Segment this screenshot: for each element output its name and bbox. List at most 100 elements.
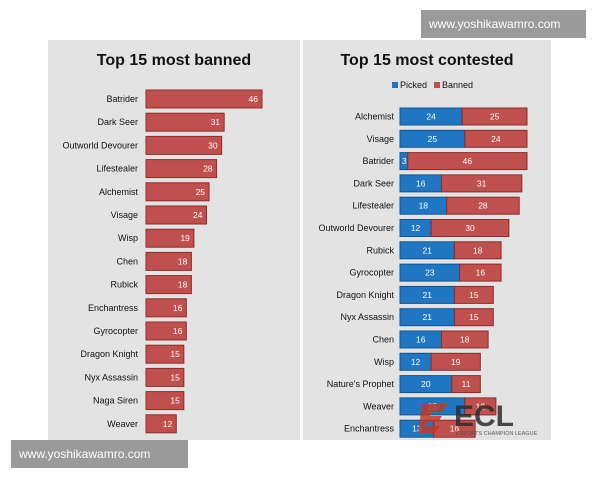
category-label: Gyrocopter [349, 268, 394, 278]
data-label-banned: 19 [451, 357, 461, 367]
data-label: 25 [196, 187, 206, 197]
data-label-picked: 12 [411, 223, 421, 233]
data-label-banned: 15 [469, 312, 479, 322]
data-label-banned: 30 [465, 223, 475, 233]
category-label: Chen [372, 335, 394, 345]
bar-banned [145, 275, 192, 295]
bar-banned [453, 308, 494, 327]
ecl-logo: ECL ESPORTS CHAMPION LEAGUE [418, 400, 538, 437]
data-label: 30 [208, 140, 218, 150]
category-label: Nyx Assassin [84, 372, 138, 382]
bar-banned [145, 321, 187, 341]
bar-banned [407, 152, 528, 171]
most-banned-panel: Top 15 most banned Batrider 46 Dark Seer 31… [48, 40, 300, 440]
data-label-picked: 16 [416, 178, 426, 188]
data-label-picked: 21 [422, 312, 432, 322]
bar-banned [145, 89, 263, 109]
category-label: Gyrocopter [93, 326, 138, 336]
data-label: 16 [173, 303, 183, 313]
category-label: Dragon Knight [80, 349, 138, 359]
data-label-banned: 16 [450, 424, 460, 434]
legend-label-banned: Banned [442, 80, 473, 90]
data-label-banned: 28 [478, 201, 488, 211]
data-label-picked: 21 [422, 245, 432, 255]
data-label: 19 [180, 233, 190, 243]
category-label: Dark Seer [353, 178, 394, 188]
data-label: 16 [173, 326, 183, 336]
data-label-picked: 20 [421, 379, 431, 389]
data-label-banned: 46 [463, 156, 473, 166]
bar-banned [430, 219, 510, 237]
bar-banned [459, 263, 502, 282]
chart-title: Top 15 most banned [96, 52, 252, 69]
data-label: 46 [249, 94, 259, 104]
logo-subtitle: ESPORTS CHAMPION LEAGUE [456, 431, 538, 437]
bar-banned [145, 251, 192, 271]
data-label: 24 [193, 210, 203, 220]
most-contested-panel: Top 15 most contested Picked Banned Alchem… [303, 40, 551, 440]
data-label-banned: 15 [469, 290, 479, 300]
data-label: 15 [170, 396, 180, 406]
bar-banned [453, 241, 502, 260]
bar-banned [145, 135, 223, 155]
bar-banned [145, 344, 185, 364]
data-label: 31 [211, 117, 221, 127]
data-label: 18 [178, 256, 188, 266]
bar-banned [464, 129, 528, 148]
watermark-top: www.yoshikawamro.com [421, 10, 586, 38]
data-label-picked: 13 [412, 424, 422, 434]
data-label: 12 [163, 419, 173, 429]
category-label: Dragon Knight [336, 290, 394, 300]
category-label: Chen [116, 256, 138, 266]
category-label: Weaver [363, 401, 394, 411]
category-label: Enchantress [344, 424, 395, 434]
chart-title: Top 15 most contested [340, 52, 514, 69]
category-label: Wisp [374, 357, 394, 367]
data-label-banned: 11 [462, 379, 471, 389]
data-label-banned: 31 [477, 178, 487, 188]
watermark-bottom: www.yoshikawamro.com [11, 440, 188, 468]
category-label: Rubick [110, 280, 138, 290]
category-label: Wisp [118, 233, 138, 243]
category-label: Batrider [362, 156, 394, 166]
bar-banned [453, 285, 494, 304]
category-label: Dark Seer [97, 117, 138, 127]
data-label-banned: 24 [491, 134, 501, 144]
most-contested-chart: Picked Banned Alchemist 24 25 Visage 25 24 Batri… [318, 80, 528, 438]
logo-text: ECL [454, 400, 514, 433]
data-label-banned: 12 [476, 401, 486, 411]
data-label: 18 [178, 280, 188, 290]
bar-banned [145, 228, 195, 248]
category-label: Weaver [107, 419, 138, 429]
bar-banned [446, 196, 520, 215]
category-label: Outworld Devourer [62, 140, 138, 150]
most-banned-chart: Batrider 46 Dark Seer 31 Outworld Devourer 30… [62, 89, 263, 434]
data-label-banned: 18 [460, 335, 470, 345]
bar-banned [145, 414, 177, 434]
bar-banned [451, 375, 481, 394]
data-label-banned: 18 [473, 245, 483, 255]
category-label: Outworld Devourer [318, 223, 394, 233]
logo-mark [418, 404, 448, 434]
category-label: Alchemist [99, 187, 139, 197]
category-label: Rubick [366, 245, 394, 255]
data-label-picked: 12 [411, 357, 421, 367]
data-label-picked: 25 [428, 134, 438, 144]
bar-banned [145, 367, 185, 387]
category-label: Batrider [106, 94, 138, 104]
data-label-picked: 23 [425, 268, 435, 278]
bar-banned [464, 397, 497, 416]
category-label: Visage [111, 210, 138, 220]
data-label: 28 [203, 164, 213, 174]
category-label: Naga Siren [93, 396, 138, 406]
category-label: Nyx Assassin [340, 312, 394, 322]
legend-swatch-picked [392, 82, 398, 88]
data-label: 15 [170, 372, 180, 382]
data-label-banned: 16 [476, 268, 486, 278]
bar-banned [440, 330, 489, 349]
category-label: Visage [367, 134, 394, 144]
bar-banned [145, 112, 225, 132]
bar-banned [461, 107, 528, 126]
data-label-picked: 18 [419, 201, 429, 211]
bar-banned [145, 159, 218, 179]
